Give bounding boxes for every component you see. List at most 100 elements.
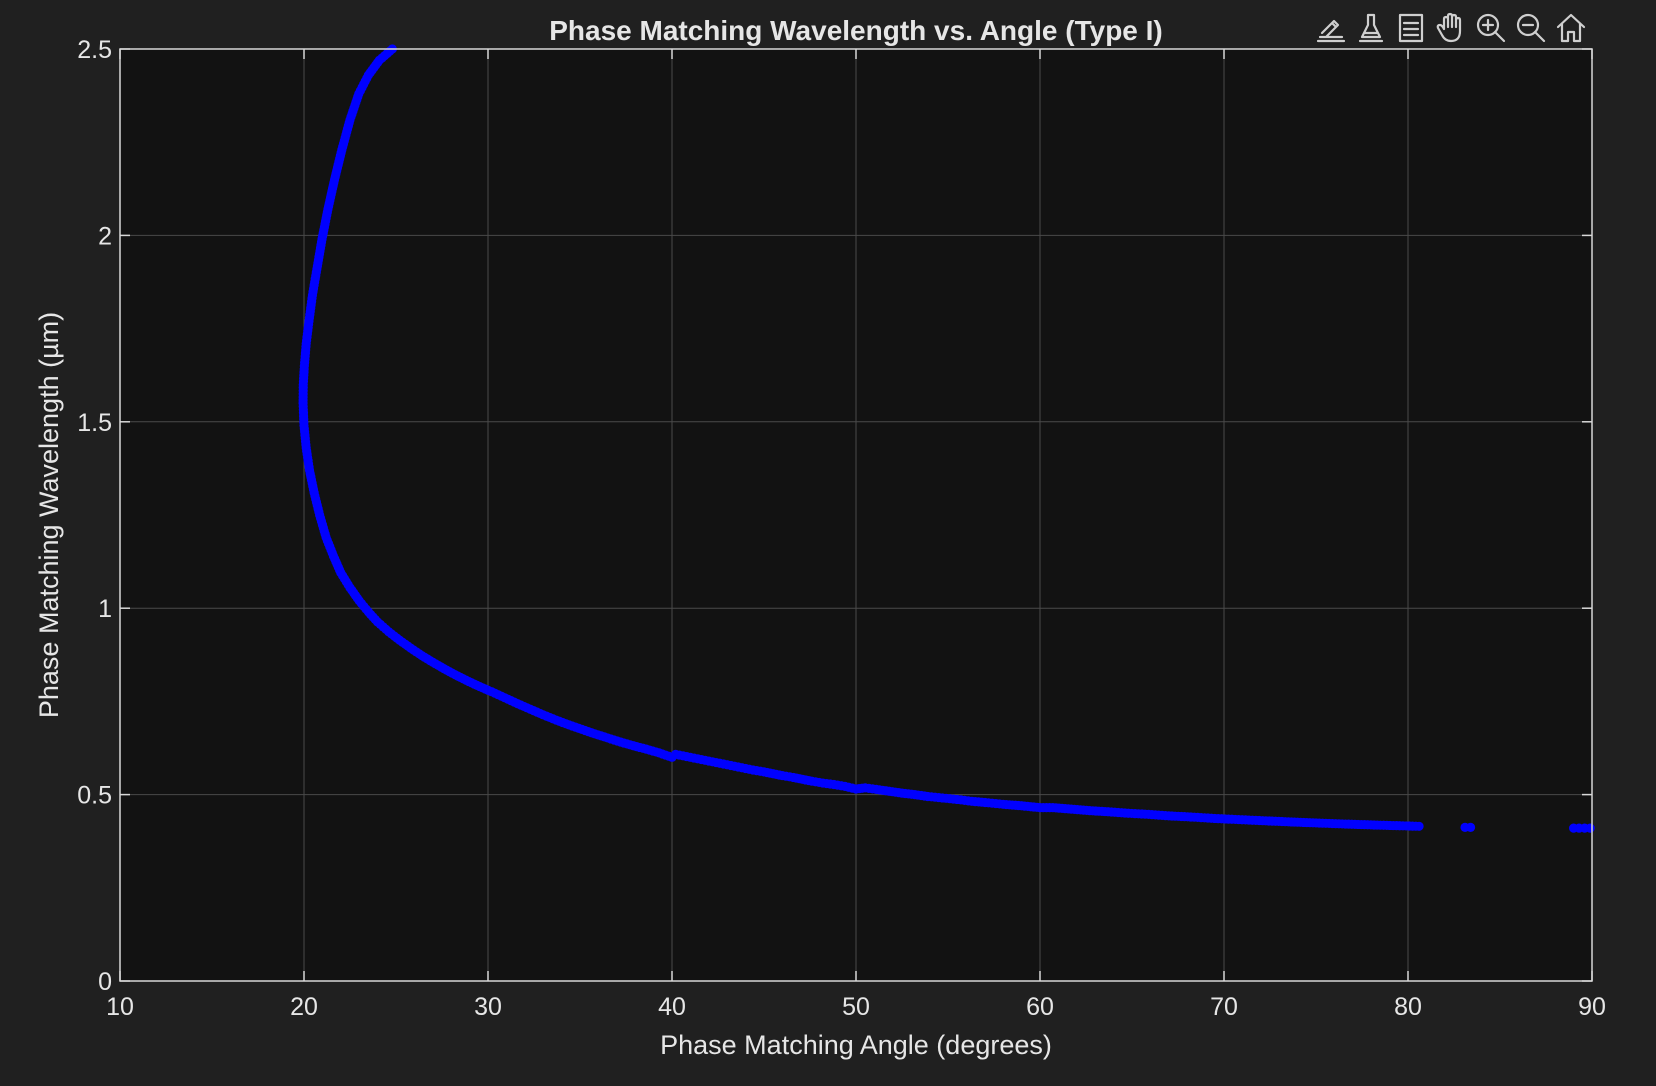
- data-point: [941, 793, 951, 803]
- data-point: [1230, 814, 1240, 825]
- data-point: [854, 784, 864, 794]
- data-point: [1274, 816, 1284, 826]
- data-point: [332, 162, 343, 173]
- data-point: [303, 322, 313, 333]
- edit-plot-icon: [1316, 19, 1346, 43]
- data-point: [791, 773, 802, 783]
- data-point: [788, 772, 799, 783]
- data-point: [1408, 821, 1418, 831]
- data-point: [301, 342, 311, 352]
- x-tick-label: 40: [658, 993, 686, 1021]
- data-point: [400, 639, 410, 649]
- data-point: [1251, 815, 1261, 825]
- data-point: [336, 568, 346, 578]
- data-point: [499, 693, 510, 703]
- data-point: [363, 607, 373, 617]
- x-tick-label: 30: [474, 993, 502, 1021]
- data-point: [768, 769, 778, 779]
- data-point: [609, 735, 619, 745]
- data-point: [300, 358, 310, 368]
- data-point: [998, 799, 1008, 809]
- data-point: [1283, 817, 1293, 827]
- data-point: [351, 97, 361, 108]
- data-point: [1017, 801, 1027, 811]
- data-point: [370, 614, 380, 625]
- data-point: [903, 789, 914, 799]
- data-point: [300, 354, 310, 365]
- data-point: [1340, 819, 1351, 829]
- data-point: [729, 761, 740, 771]
- data-point: [890, 787, 901, 797]
- data-point: [472, 680, 482, 690]
- data-point: [353, 92, 363, 102]
- data-point: [301, 443, 311, 453]
- data-point: [320, 529, 330, 539]
- data-point: [444, 666, 454, 677]
- zoom-in-button[interactable]: [1472, 8, 1510, 48]
- data-point: [307, 478, 317, 488]
- data-point: [1013, 800, 1024, 811]
- data-point: [615, 737, 626, 747]
- data-point: [1350, 819, 1360, 829]
- data-point: [1293, 817, 1303, 827]
- data-point: [1254, 815, 1264, 826]
- data-point: [1113, 807, 1123, 818]
- data-point: [1170, 811, 1180, 821]
- data-point: [977, 797, 987, 807]
- insert-legend-button[interactable]: [1392, 8, 1430, 48]
- data-point: [1026, 802, 1036, 812]
- data-point: [874, 785, 885, 795]
- x-tick-label: 80: [1394, 993, 1422, 1021]
- data-point: [1569, 823, 1579, 833]
- data-point: [1244, 815, 1254, 825]
- data-point: [641, 744, 651, 754]
- axes-toolbar: [1312, 8, 1590, 48]
- data-point: [619, 738, 629, 748]
- data-point: [1391, 821, 1402, 831]
- data-point: [298, 386, 308, 396]
- data-point: [356, 598, 367, 609]
- data-point: [1308, 818, 1318, 828]
- data-point: [948, 794, 959, 804]
- pan-button[interactable]: [1432, 8, 1470, 48]
- data-point: [1366, 820, 1376, 830]
- data-point: [970, 797, 980, 807]
- data-point: [1460, 822, 1470, 833]
- data-point: [347, 109, 357, 119]
- restore-view-button[interactable]: [1552, 8, 1590, 48]
- data-point: [425, 655, 435, 666]
- data-point: [392, 633, 402, 643]
- data-point: [315, 246, 325, 256]
- data-point: [707, 757, 718, 767]
- legend-icon: [1398, 13, 1424, 43]
- data-point: [493, 690, 503, 700]
- data-point: [305, 468, 315, 479]
- brush-data-button[interactable]: [1352, 8, 1390, 48]
- edit-plot-button[interactable]: [1312, 8, 1350, 48]
- data-point: [1130, 809, 1140, 819]
- data-point: [359, 601, 369, 611]
- data-point: [1179, 812, 1190, 822]
- data-point: [344, 118, 354, 128]
- data-point: [315, 243, 326, 253]
- data-point: [442, 665, 452, 675]
- y-tick-label: 1.5: [77, 409, 112, 437]
- data-point: [887, 787, 897, 797]
- data-point: [704, 756, 714, 766]
- y-tick-label: 1: [98, 595, 112, 623]
- data-point: [359, 79, 369, 90]
- data-point: [685, 752, 696, 762]
- data-point: [1398, 821, 1408, 831]
- data-point: [1048, 803, 1058, 813]
- data-point: [323, 201, 334, 211]
- data-point: [308, 283, 319, 294]
- zoom-out-button[interactable]: [1512, 8, 1550, 48]
- data-point: [337, 145, 347, 155]
- data-point: [302, 446, 312, 456]
- data-point: [503, 694, 513, 704]
- data-point: [741, 763, 751, 774]
- data-point: [299, 424, 309, 434]
- data-point: [340, 133, 350, 143]
- data-point: [299, 367, 309, 377]
